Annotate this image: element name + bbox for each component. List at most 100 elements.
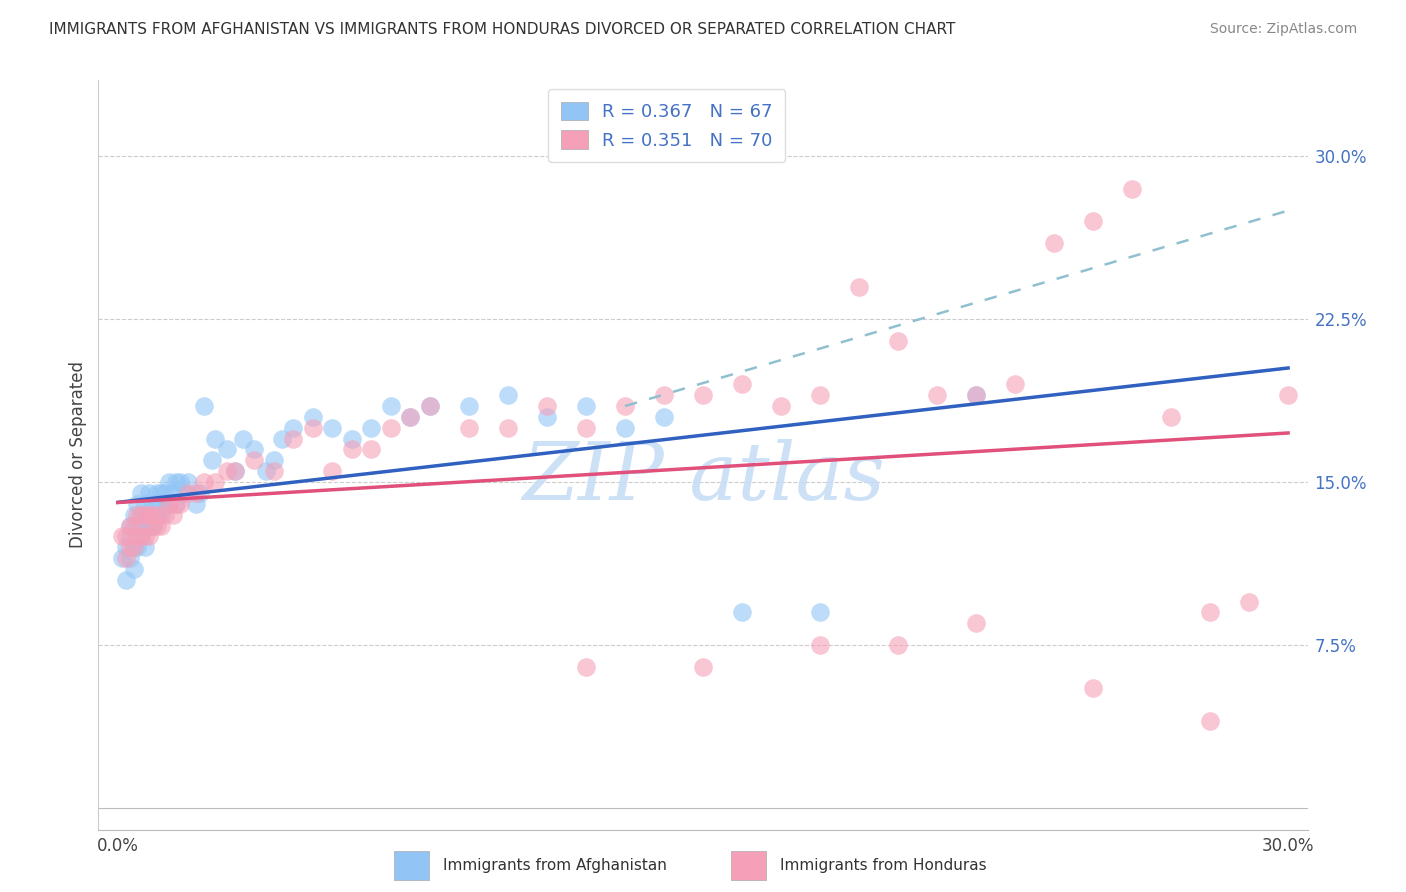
Point: [224, 464, 246, 478]
Point: [887, 638, 910, 652]
Point: [157, 475, 180, 489]
Point: [134, 518, 156, 533]
Point: [652, 388, 675, 402]
Point: [127, 529, 149, 543]
Point: [925, 388, 948, 402]
Point: [1121, 182, 1143, 196]
Point: [1160, 409, 1182, 424]
Point: [122, 562, 145, 576]
Point: [254, 464, 277, 478]
Point: [302, 409, 325, 424]
Point: [1043, 236, 1066, 251]
Point: [118, 518, 141, 533]
Point: [114, 540, 136, 554]
Point: [153, 508, 176, 522]
Point: [340, 432, 363, 446]
FancyBboxPatch shape: [731, 851, 766, 880]
Point: [118, 540, 141, 554]
Point: [380, 399, 402, 413]
Point: [177, 475, 200, 489]
Point: [1237, 594, 1260, 608]
Point: [165, 497, 187, 511]
Y-axis label: Divorced or Separated: Divorced or Separated: [69, 361, 87, 549]
Point: [1199, 714, 1222, 728]
Point: [153, 497, 176, 511]
Point: [184, 486, 207, 500]
Point: [652, 409, 675, 424]
Point: [340, 442, 363, 457]
Point: [360, 442, 382, 457]
Point: [173, 486, 195, 500]
Point: [142, 508, 165, 522]
Point: [138, 518, 160, 533]
Point: [114, 573, 136, 587]
Point: [887, 334, 910, 348]
Point: [193, 475, 215, 489]
Point: [146, 508, 169, 522]
Point: [118, 551, 141, 566]
Point: [149, 508, 172, 522]
Point: [217, 464, 239, 478]
Point: [114, 551, 136, 566]
Point: [575, 399, 598, 413]
Point: [204, 475, 226, 489]
Point: [380, 421, 402, 435]
Point: [536, 409, 558, 424]
Point: [808, 606, 831, 620]
Text: Immigrants from Honduras: Immigrants from Honduras: [780, 858, 987, 872]
Point: [127, 497, 149, 511]
Point: [142, 518, 165, 533]
Point: [419, 399, 441, 413]
Point: [169, 475, 191, 489]
Point: [153, 486, 176, 500]
Point: [131, 508, 153, 522]
Point: [458, 421, 481, 435]
Point: [127, 508, 149, 522]
Point: [243, 442, 266, 457]
Point: [808, 638, 831, 652]
Point: [142, 497, 165, 511]
Point: [808, 388, 831, 402]
Point: [138, 486, 160, 500]
Point: [169, 497, 191, 511]
Point: [146, 508, 169, 522]
Point: [114, 529, 136, 543]
Point: [200, 453, 222, 467]
Text: ZIP atlas: ZIP atlas: [522, 439, 884, 516]
Point: [575, 421, 598, 435]
Point: [122, 540, 145, 554]
Point: [731, 377, 754, 392]
Point: [111, 529, 134, 543]
Point: [157, 497, 180, 511]
Point: [692, 388, 714, 402]
Point: [122, 508, 145, 522]
Point: [1004, 377, 1026, 392]
Point: [131, 529, 153, 543]
Point: [122, 540, 145, 554]
Point: [131, 486, 153, 500]
Point: [134, 497, 156, 511]
Point: [127, 518, 149, 533]
Point: [138, 529, 160, 543]
Point: [146, 497, 169, 511]
Point: [536, 399, 558, 413]
Point: [731, 606, 754, 620]
Point: [1277, 388, 1299, 402]
Point: [965, 388, 987, 402]
Point: [142, 518, 165, 533]
Point: [399, 409, 422, 424]
Point: [146, 486, 169, 500]
Point: [146, 518, 169, 533]
Point: [118, 518, 141, 533]
Point: [162, 486, 184, 500]
Point: [188, 486, 211, 500]
Point: [184, 497, 207, 511]
Point: [496, 421, 519, 435]
Text: IMMIGRANTS FROM AFGHANISTAN VS IMMIGRANTS FROM HONDURAS DIVORCED OR SEPARATED CO: IMMIGRANTS FROM AFGHANISTAN VS IMMIGRANT…: [49, 22, 956, 37]
Point: [134, 529, 156, 543]
Point: [122, 518, 145, 533]
Point: [283, 421, 305, 435]
Point: [204, 432, 226, 446]
Point: [177, 486, 200, 500]
Point: [134, 540, 156, 554]
